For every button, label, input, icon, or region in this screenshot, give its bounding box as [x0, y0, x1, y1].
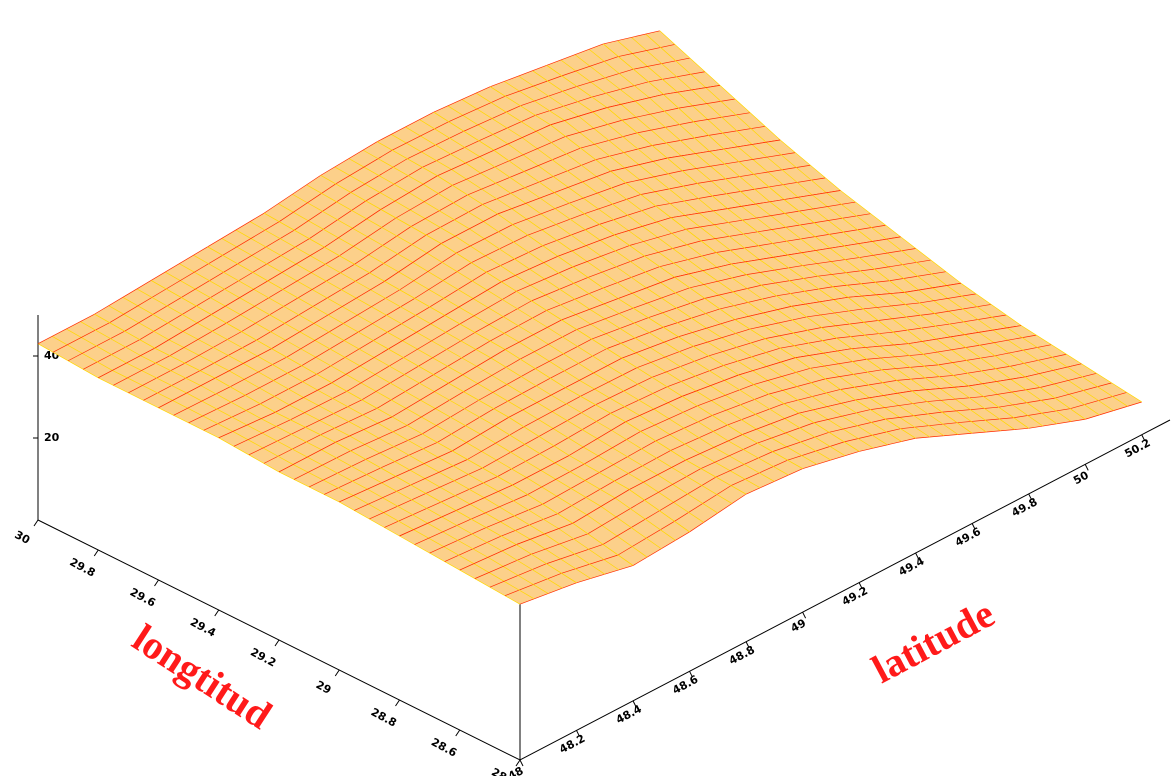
x-axis-title: latitude: [865, 591, 1002, 692]
y-tick: [94, 550, 98, 556]
y-tick: [34, 520, 38, 526]
surface: [38, 31, 1142, 604]
x-tick-label: 49.2: [840, 584, 870, 608]
y-tick: [155, 580, 159, 586]
x-tick-label: 48.6: [670, 673, 700, 697]
x-tick-label: 48.8: [727, 643, 757, 667]
x-tick: [1085, 464, 1088, 470]
x-tick: [803, 612, 806, 618]
y-tick-label: 28.8: [369, 705, 399, 729]
z-tick-label: 20: [44, 431, 60, 444]
y-tick-label: 28.6: [429, 735, 459, 759]
x-tick-label: 50: [1071, 468, 1091, 487]
y-tick-label: 30: [12, 528, 32, 547]
x-tick: [520, 760, 523, 766]
x-tick-label: 49.8: [1009, 495, 1039, 519]
y-tick: [396, 700, 400, 706]
x-tick-label: 49.6: [953, 525, 983, 549]
y-tick: [456, 730, 460, 736]
x-tick-label: 48.4: [614, 702, 644, 726]
y-tick-label: 29.4: [188, 615, 218, 639]
page: {"chart_data": {"type": "surface", "xlab…: [0, 0, 1172, 776]
y-tick-label: 29.8: [67, 555, 97, 579]
y-tick: [215, 610, 219, 616]
x-tick-label: 50.2: [1122, 436, 1152, 460]
y-tick-label: 29.6: [128, 585, 158, 609]
x-tick-label: 48.2: [557, 732, 587, 756]
y-tick: [335, 670, 339, 676]
y-tick-label: 29: [314, 678, 334, 697]
chart: 20404848.248.448.648.84949.249.449.649.8…: [0, 0, 1172, 776]
x-tick-label: 49.4: [896, 554, 926, 578]
x-tick-label: 49: [789, 616, 809, 635]
y-tick-label: 29.2: [248, 645, 278, 669]
y-tick: [275, 640, 279, 646]
